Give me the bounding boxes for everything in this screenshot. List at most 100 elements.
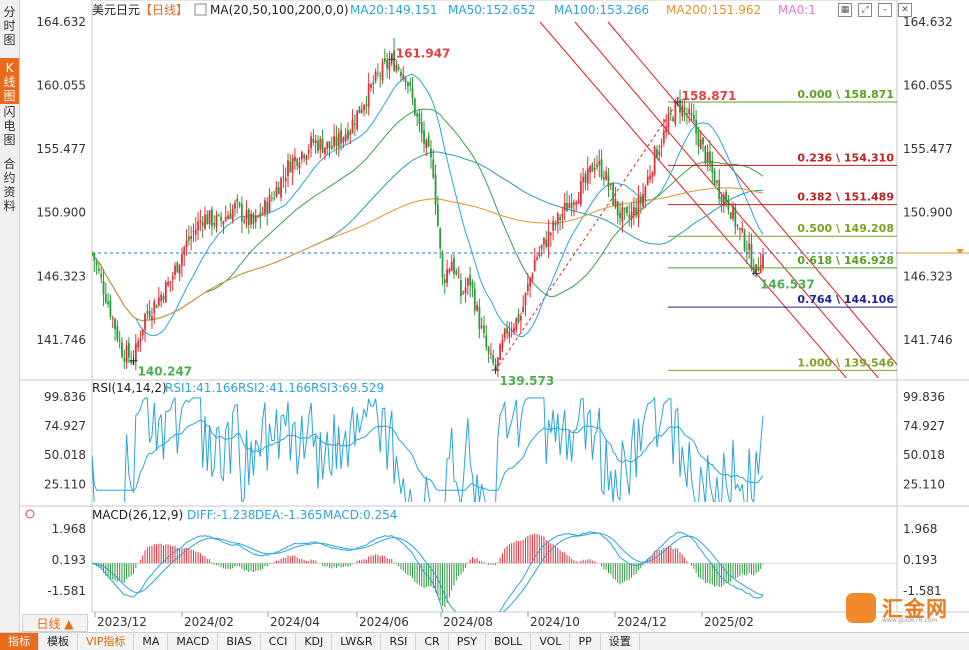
period-selector-button[interactable]: 日线 ▲ [22, 614, 88, 632]
candle-body [330, 146, 333, 149]
candle-body [436, 204, 439, 226]
candle-body [745, 252, 748, 254]
minimize-icon[interactable]: – [878, 3, 892, 17]
indicator-toolbar: 指标 模板 VIP指标 MA MACD BIAS CCI KDJ LW&R RSI CR PSY BOL… [0, 632, 969, 650]
candle-body [317, 140, 319, 151]
indicator-tab-6[interactable]: CCI [261, 633, 297, 650]
candle-body [676, 96, 679, 99]
candle-body [111, 317, 114, 319]
candle-body [284, 177, 287, 182]
indicator-tab-13[interactable]: VOL [531, 633, 571, 650]
candle-body [261, 212, 264, 215]
logo-url: www.gold678.com [882, 617, 938, 624]
tab-lightning[interactable]: 闪电图 [3, 105, 16, 147]
x-tick-6: 2024/12 [617, 615, 667, 629]
indicator-tab-1[interactable]: 模板 [39, 633, 78, 650]
candle-body [596, 164, 598, 168]
close-icon[interactable]: ✕ [898, 3, 912, 17]
candle-body [323, 147, 326, 155]
candle-body [430, 148, 432, 158]
macd-tick-right-1: 0.193 [903, 553, 937, 567]
candle-body [273, 198, 276, 200]
candle-body [688, 108, 691, 115]
candle-body [464, 287, 467, 294]
grid-icon[interactable]: ▦ [838, 3, 852, 17]
indicator-tab-7[interactable]: KDJ [296, 633, 333, 650]
ma-line-ma50 [92, 108, 764, 322]
candle-body [372, 82, 375, 85]
extreme-label-3: 158.871 [682, 89, 737, 103]
indicator-tab-3[interactable]: MA [134, 633, 169, 650]
rsi-line-3 [92, 419, 764, 491]
candle-body [148, 311, 151, 318]
candle-body [619, 212, 621, 219]
candle-body [531, 274, 534, 280]
rsi-tick-right-2: 50.018 [903, 448, 945, 462]
fib-label-1: 0.236 \ 154.310 [797, 151, 894, 164]
y-tick-right-3: 150.900 [903, 206, 953, 220]
candle-body [556, 213, 559, 225]
macd-tick-left-0: 1.968 [52, 522, 86, 536]
candle-body [480, 325, 483, 328]
candle-body [137, 341, 140, 348]
candle-body [220, 216, 223, 221]
tab-kline[interactable]: K线图 [0, 58, 19, 104]
candle-body [646, 176, 649, 185]
indicator-tab-15[interactable]: 设置 [601, 633, 640, 650]
indicator-tab-10[interactable]: CR [416, 633, 449, 650]
indicator-tab-4[interactable]: MACD [168, 633, 219, 650]
candle-body [706, 152, 709, 163]
chart-canvas[interactable]: 164.632 164.632 160.055 160.055 155.477 155.4… [0, 0, 969, 632]
candle-body [155, 305, 158, 309]
candle-body [409, 82, 412, 86]
candle-body [644, 186, 647, 199]
candle-body [213, 222, 216, 225]
rsi-tick-right-1: 74.927 [903, 419, 945, 433]
fib-label-6: 1.000 \ 139.546 [797, 356, 894, 369]
indicator-tab-14[interactable]: PP [570, 633, 601, 650]
candle-body [591, 163, 594, 172]
indicator-tab-2[interactable]: VIP指标 [78, 633, 135, 650]
tab-time-sharing[interactable]: 分时图 [3, 5, 16, 47]
candle-body [240, 203, 243, 222]
legend-macd-2: MACD:0.254 [323, 508, 397, 522]
candle-body [319, 138, 322, 150]
candle-body [342, 137, 345, 143]
candle-body [400, 72, 402, 76]
candle-body [287, 160, 289, 176]
indicator-tab-9[interactable]: RSI [381, 633, 417, 650]
indicator-tab-5[interactable]: BIAS [218, 633, 261, 650]
rsi-tick-left-3: 25.110 [44, 477, 86, 491]
extreme-label-4: 146.537 [760, 277, 815, 291]
candle-body [264, 200, 266, 214]
tab-contract-info[interactable]: 合约资料 [3, 157, 16, 213]
macd-diff-line [92, 531, 764, 612]
candle-body [236, 198, 239, 202]
ma-line-ma20 [92, 73, 764, 338]
candle-body [388, 61, 391, 70]
indicator-tab-0[interactable]: 指标 [0, 633, 39, 650]
candle-body [658, 151, 661, 155]
candle-body [333, 135, 336, 147]
indicator-tab-11[interactable]: PSY [449, 633, 487, 650]
candle-body [570, 202, 573, 209]
candle-body [626, 207, 628, 214]
candle-body [656, 149, 658, 158]
candle-body [377, 73, 379, 75]
legend-macd-label: MACD(26,12,9) [92, 508, 183, 522]
candle-body [713, 170, 716, 185]
candle-body [602, 176, 605, 180]
candle-body [589, 165, 591, 173]
macd-dea-line [92, 532, 764, 612]
expand-icon[interactable]: ⤢ [858, 3, 872, 17]
candle-body [353, 123, 356, 125]
candle-body [360, 109, 363, 113]
indicator-tab-8[interactable]: LW&R [332, 633, 382, 650]
candle-body [178, 264, 181, 274]
candle-body [144, 313, 146, 330]
candle-body [729, 212, 732, 219]
legend-ma-4: MA0:1 [778, 3, 816, 17]
indicator-tab-12[interactable]: BOLL [486, 633, 532, 650]
candle-body [379, 75, 382, 77]
candle-body [291, 158, 294, 174]
